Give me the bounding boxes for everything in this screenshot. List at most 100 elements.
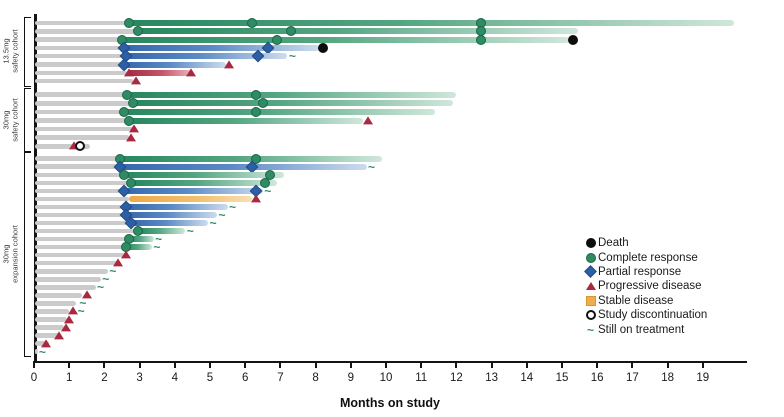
complete-response-marker: [271, 34, 282, 45]
still-on-treatment-marker: ~: [38, 344, 46, 359]
x-tick: [279, 362, 282, 368]
pre-treatment-bar: [35, 309, 70, 314]
x-tick: [701, 362, 704, 368]
pre-treatment-bar: [35, 92, 128, 97]
pre-treatment-bar: [35, 277, 101, 282]
still-on-treatment-marker: ~: [155, 231, 163, 246]
progressive-disease-marker: [54, 330, 65, 339]
green-treatment-bar: [122, 36, 570, 43]
x-tick-label: 8: [312, 372, 319, 384]
pre-treatment-bar: [35, 78, 133, 84]
legend-item-partial: Partial response: [583, 265, 707, 279]
complete-response-marker: [264, 169, 275, 180]
pre-treatment-bar: [35, 144, 91, 149]
cohort-label: 30mg safety cohort: [1, 97, 20, 142]
pre-treatment-bar: [35, 285, 96, 290]
pre-treatment-bar: [35, 37, 122, 42]
x-tick-label: 18: [661, 372, 674, 384]
pre-treatment-bar: [35, 172, 124, 178]
blue-treatment-bar: [123, 187, 263, 194]
x-tick-label: 0: [30, 372, 38, 384]
pre-treatment-bar: [35, 228, 138, 234]
still-on-treatment-marker: ~: [264, 183, 272, 198]
pre-treatment-bar: [35, 20, 130, 26]
green-treatment-bar: [130, 179, 277, 186]
green-treatment-bar: [127, 91, 457, 98]
pre-treatment-bar: [35, 29, 138, 34]
green-treatment-bar: [123, 171, 284, 178]
progressive-disease-marker: [363, 115, 374, 124]
complete-legend-icon: [583, 252, 598, 263]
progressive-disease-marker: [60, 322, 71, 331]
complete-response-marker: [250, 106, 261, 117]
complete-response-marker: [247, 18, 258, 28]
legend-item-ongoing: ~ Still on treatment: [583, 322, 707, 336]
x-tick: [314, 362, 317, 368]
x-tick-label: 11: [415, 372, 428, 384]
x-tick-label: 5: [206, 372, 214, 384]
x-tick: [349, 362, 352, 368]
x-tick: [138, 362, 141, 368]
pre-treatment-bar: [35, 220, 131, 226]
pre-treatment-bar: [35, 164, 121, 169]
x-tick-label: 1: [65, 372, 73, 384]
death-marker: [567, 34, 578, 45]
legend-label: Stable disease: [598, 294, 674, 307]
x-tick-label: 4: [171, 372, 178, 384]
complete-response-marker: [250, 153, 261, 164]
pre-treatment-bar: [35, 196, 130, 202]
progressive-disease-marker: [131, 76, 142, 85]
x-tick: [103, 362, 106, 368]
complete-response-marker: [250, 89, 261, 100]
progressive-disease-marker: [224, 59, 235, 68]
x-tick-label: 9: [347, 372, 354, 384]
x-tick-label: 7: [277, 372, 284, 384]
progressive-disease-marker: [64, 314, 75, 323]
still-on-treatment-marker: ~: [109, 264, 117, 279]
x-tick: [631, 362, 634, 368]
green-treatment-bar: [125, 244, 152, 251]
still-on-treatment-marker: ~: [288, 48, 296, 63]
cohort-bracket: [24, 16, 31, 87]
complete-response-marker: [118, 169, 129, 180]
x-tick-label: 6: [241, 372, 249, 384]
still-on-treatment-marker: ~: [186, 223, 194, 238]
progressive-disease-marker: [113, 258, 124, 267]
still-on-treatment-marker: ~: [209, 215, 217, 230]
cohort-label: 13.5mg safety cohort: [1, 29, 20, 73]
still-on-treatment-marker: ~: [218, 207, 226, 222]
partial-response-marker: [251, 49, 264, 63]
legend-item-progressive: Progressive disease: [583, 279, 707, 293]
blue-treatment-bar: [125, 211, 218, 218]
pre-treatment-bar: [35, 269, 108, 274]
x-tick: [385, 362, 387, 368]
x-tick-label: 3: [136, 372, 143, 384]
pre-treatment-bar: [35, 101, 133, 106]
x-tick-label: 15: [555, 372, 569, 384]
pre-treatment-bar: [35, 156, 121, 161]
x-tick-label: 14: [520, 372, 534, 384]
x-tick: [244, 362, 247, 368]
progressive-disease-marker: [250, 194, 261, 203]
complete-response-marker: [127, 98, 138, 109]
cohort-bracket: [24, 88, 31, 152]
x-tick: [490, 362, 493, 368]
pre-treatment-bar: [35, 109, 124, 115]
green-treatment-bar: [129, 117, 364, 124]
legend-item-death: Death: [583, 236, 707, 250]
x-tick: [33, 362, 35, 368]
blue-treatment-bar: [125, 53, 288, 60]
legend-label: Study discontinuation: [598, 309, 708, 322]
legend-label: Complete response: [598, 251, 698, 264]
x-tick: [455, 362, 458, 368]
green-treatment-bar: [123, 108, 436, 115]
pre-treatment-bar: [35, 325, 64, 330]
pre-treatment-bar: [35, 317, 68, 322]
x-tick: [173, 362, 176, 368]
progressive-disease-marker: [69, 141, 80, 150]
pre-treatment-bar: [35, 45, 124, 51]
still-on-treatment-marker: ~: [97, 280, 105, 295]
x-tick-label: 2: [101, 372, 108, 384]
x-tick-label: 16: [590, 372, 604, 384]
green-treatment-bar: [137, 228, 186, 235]
